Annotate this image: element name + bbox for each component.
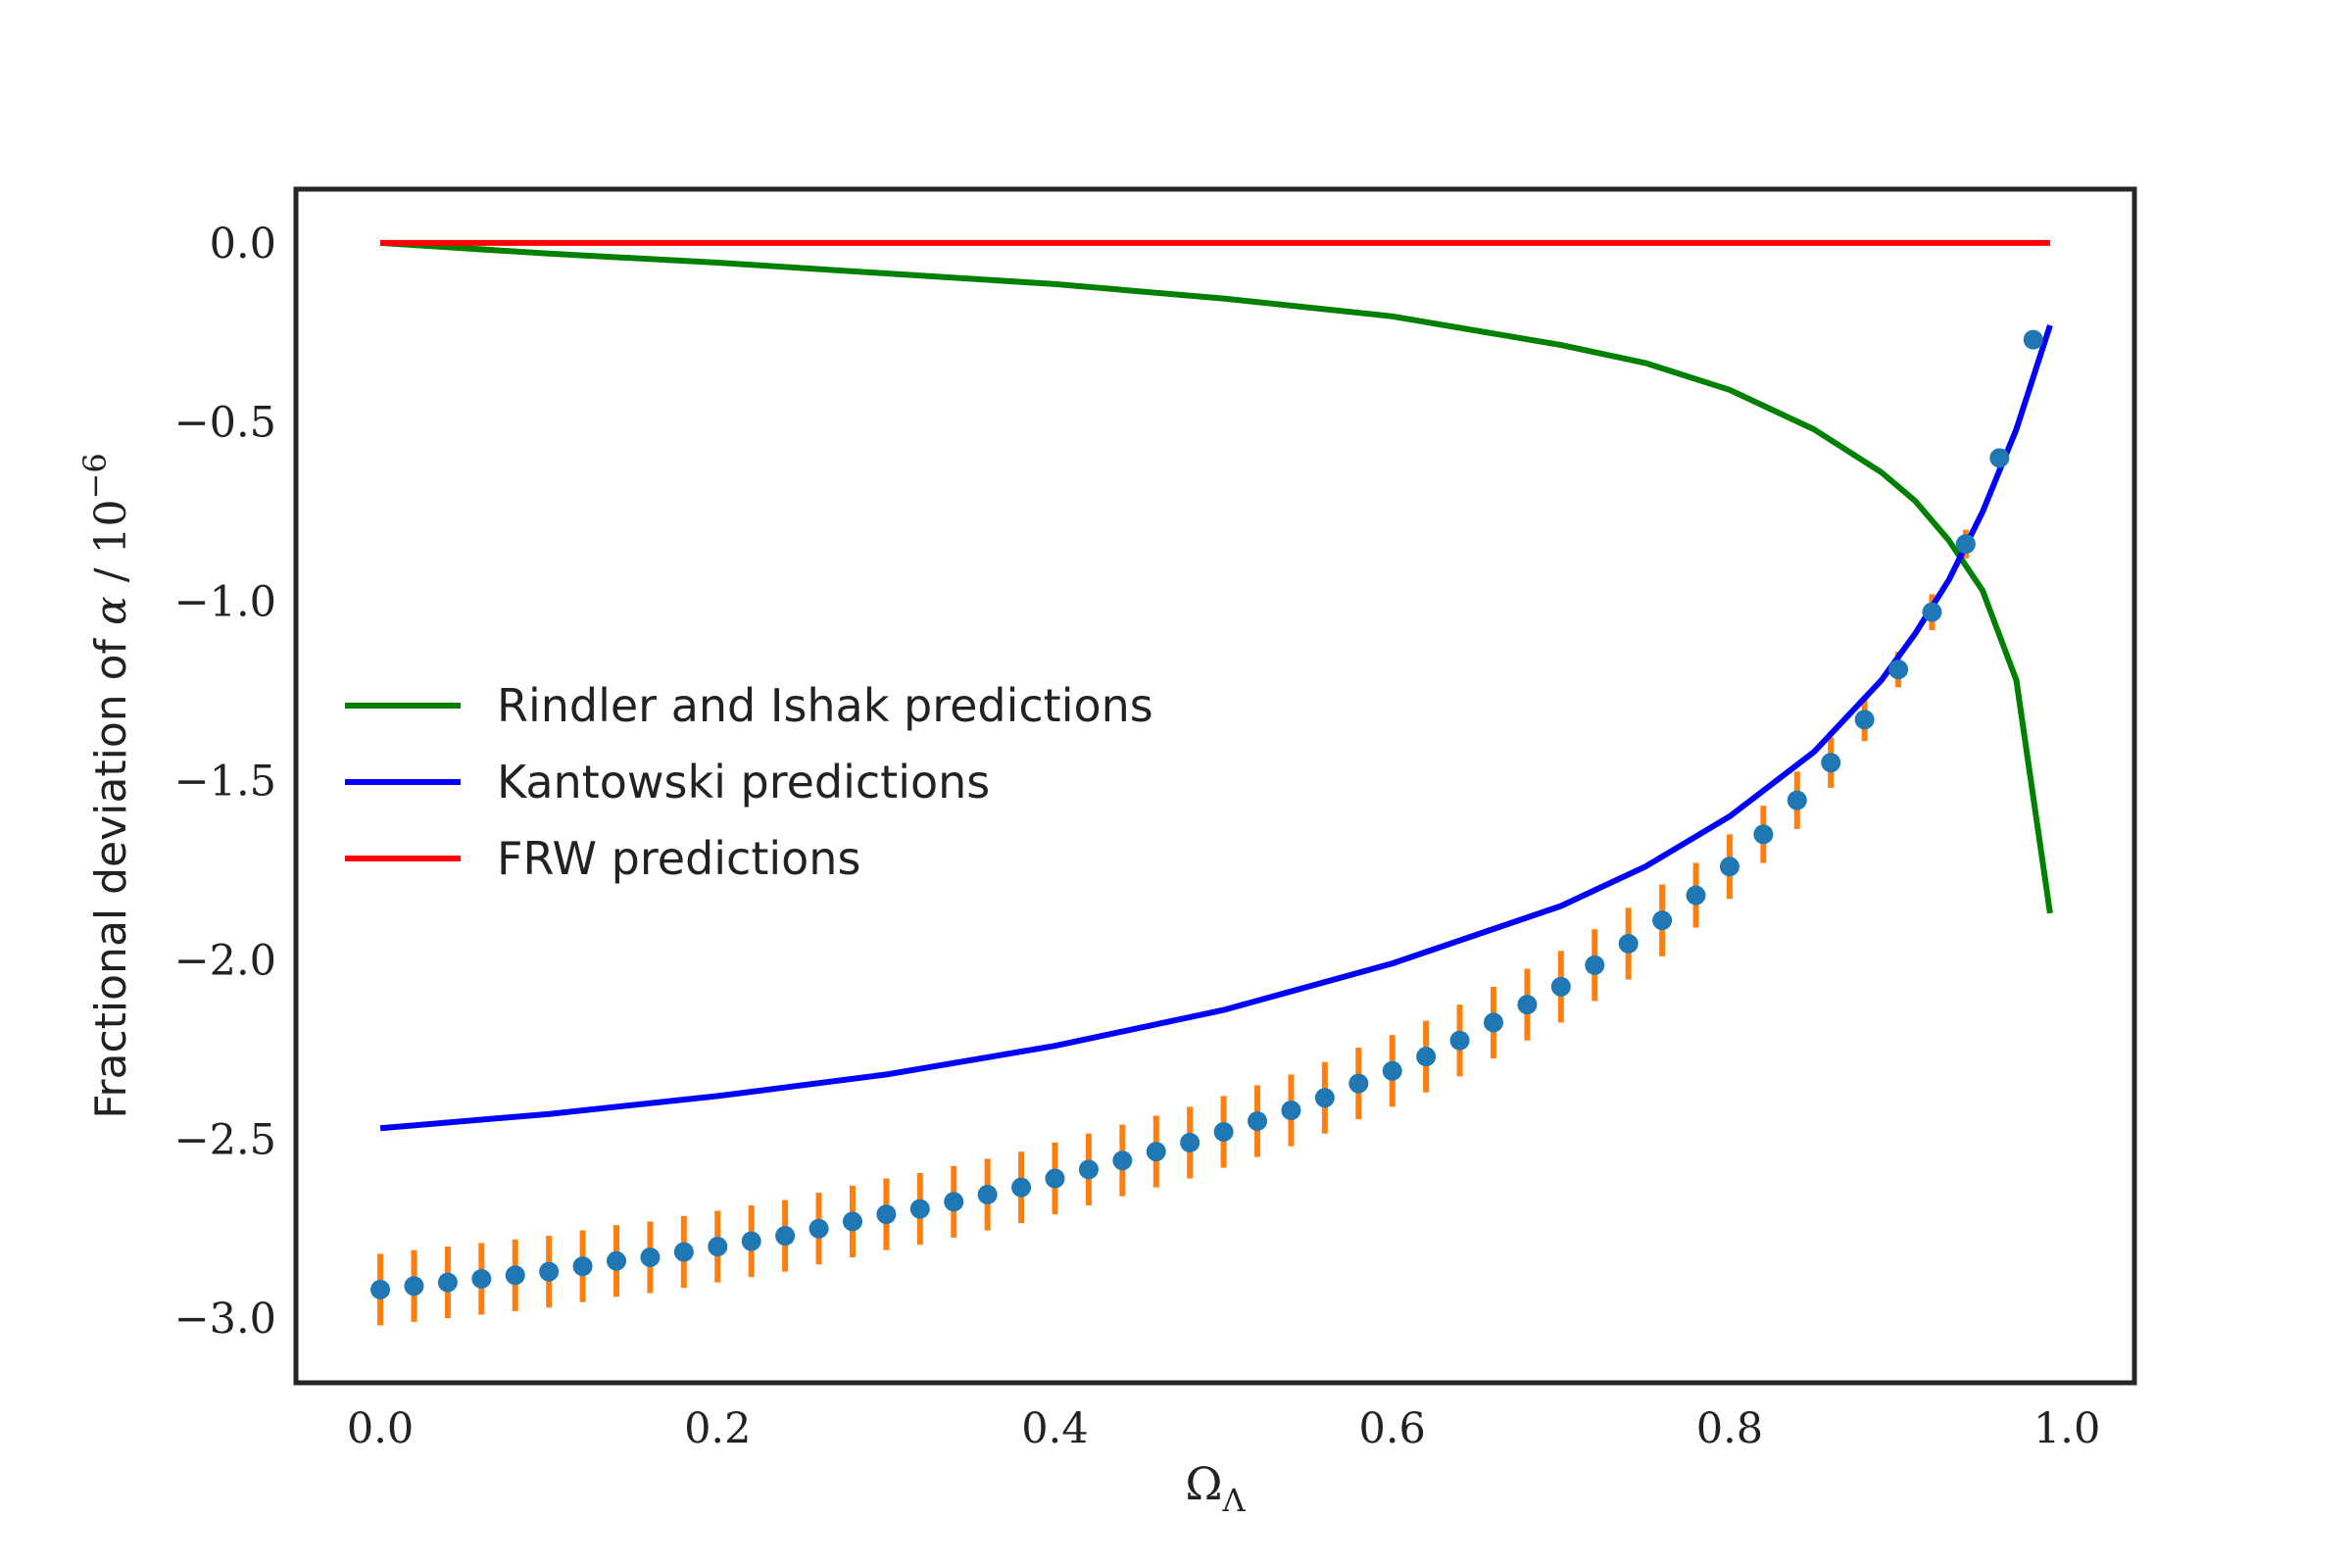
y-tick-label: −2.0 — [174, 936, 276, 985]
data-point — [1888, 660, 1909, 680]
data-point — [1382, 1060, 1402, 1081]
x-tick-label: 0.8 — [1696, 1404, 1763, 1453]
data-point — [1517, 995, 1538, 1015]
y-tick-label: −1.0 — [174, 578, 276, 627]
x-axis-title-main: Ω — [1185, 1457, 1222, 1510]
x-axis-title: ΩΛ — [1185, 1457, 1246, 1519]
y-tick-label: −2.5 — [174, 1115, 276, 1164]
y-tick-label: 0.0 — [210, 220, 276, 269]
legend: Rindler and Ishak predictions Kantowski … — [345, 679, 1153, 885]
x-tick-label: 0.2 — [684, 1404, 751, 1453]
y-axis-title: Fractional deviation of α / 10−6 — [76, 453, 136, 1118]
data-point — [1449, 1030, 1470, 1051]
data-point — [775, 1226, 796, 1247]
data-point — [1753, 824, 1774, 845]
data-point — [673, 1242, 694, 1262]
data-point — [1011, 1177, 1032, 1198]
data-point — [808, 1218, 829, 1239]
y-tick-label: −0.5 — [174, 399, 276, 448]
data-point — [404, 1276, 424, 1297]
data-point — [1213, 1121, 1234, 1142]
data-point — [1922, 602, 1942, 622]
series-lines-group — [379, 239, 2053, 1132]
data-point — [1483, 1012, 1503, 1033]
data-point — [1821, 753, 1841, 773]
data-point — [1112, 1151, 1133, 1171]
data-point — [1955, 534, 1976, 555]
series-line-1 — [379, 324, 2053, 1132]
data-point — [909, 1199, 930, 1219]
data-point — [1854, 710, 1875, 730]
data-point — [741, 1231, 761, 1251]
data-point — [1146, 1142, 1166, 1162]
data-point — [1416, 1047, 1437, 1067]
data-point — [640, 1247, 661, 1267]
data-point — [572, 1256, 593, 1277]
data-point — [1078, 1159, 1099, 1180]
data-point — [708, 1237, 728, 1257]
x-tick-label: 0.4 — [1021, 1404, 1088, 1453]
data-point — [1787, 790, 1807, 810]
data-point — [539, 1261, 560, 1282]
y-axis-title-prefix: Fractional deviation of — [86, 625, 136, 1119]
data-point — [1314, 1088, 1335, 1108]
data-point — [1719, 857, 1740, 877]
data-point — [876, 1204, 897, 1225]
data-point — [471, 1268, 492, 1289]
data-point — [1989, 448, 2010, 468]
data-point — [607, 1250, 627, 1271]
axes-frame — [293, 186, 2137, 1386]
y-tick-label: −3.0 — [174, 1295, 276, 1344]
x-tick-label: 0.0 — [347, 1404, 414, 1453]
data-point — [437, 1272, 458, 1293]
data-point — [1248, 1110, 1268, 1131]
legend-label-rindler: Rindler and Ishak predictions — [497, 679, 1153, 732]
data-point — [1585, 955, 1605, 975]
legend-label-kantowski: Kantowski predictions — [497, 756, 990, 808]
y-tick-label: −1.5 — [174, 758, 276, 807]
y-axis-title-exponent: −6 — [76, 453, 114, 499]
data-point — [977, 1184, 998, 1204]
y-axis-title-alpha: α — [86, 596, 136, 625]
x-tick-label: 0.6 — [1359, 1404, 1426, 1453]
data-point — [1550, 976, 1571, 997]
data-point — [370, 1279, 391, 1299]
data-points-group — [370, 329, 2043, 1299]
x-tick-label: 1.0 — [2034, 1404, 2100, 1453]
data-point — [1045, 1168, 1065, 1189]
data-point — [1180, 1132, 1200, 1152]
data-point — [1348, 1073, 1369, 1094]
data-point — [1686, 885, 1706, 906]
data-point — [1618, 933, 1639, 954]
legend-label-frw: FRW predictions — [497, 832, 860, 885]
data-point — [944, 1192, 964, 1212]
data-point — [1281, 1101, 1301, 1121]
x-tick-labels: 0.0 0.2 0.4 0.6 0.8 1.0 — [347, 1404, 2100, 1453]
data-point — [842, 1211, 862, 1232]
y-tick-labels: 0.0 −0.5 −1.0 −1.5 −2.0 −2.5 −3.0 — [174, 220, 276, 1344]
x-axis-title-subscript: Λ — [1222, 1482, 1247, 1519]
data-point — [1652, 910, 1673, 931]
y-axis-title-unit: / 10 — [86, 499, 136, 596]
data-point — [505, 1265, 525, 1286]
data-point — [2023, 329, 2043, 350]
